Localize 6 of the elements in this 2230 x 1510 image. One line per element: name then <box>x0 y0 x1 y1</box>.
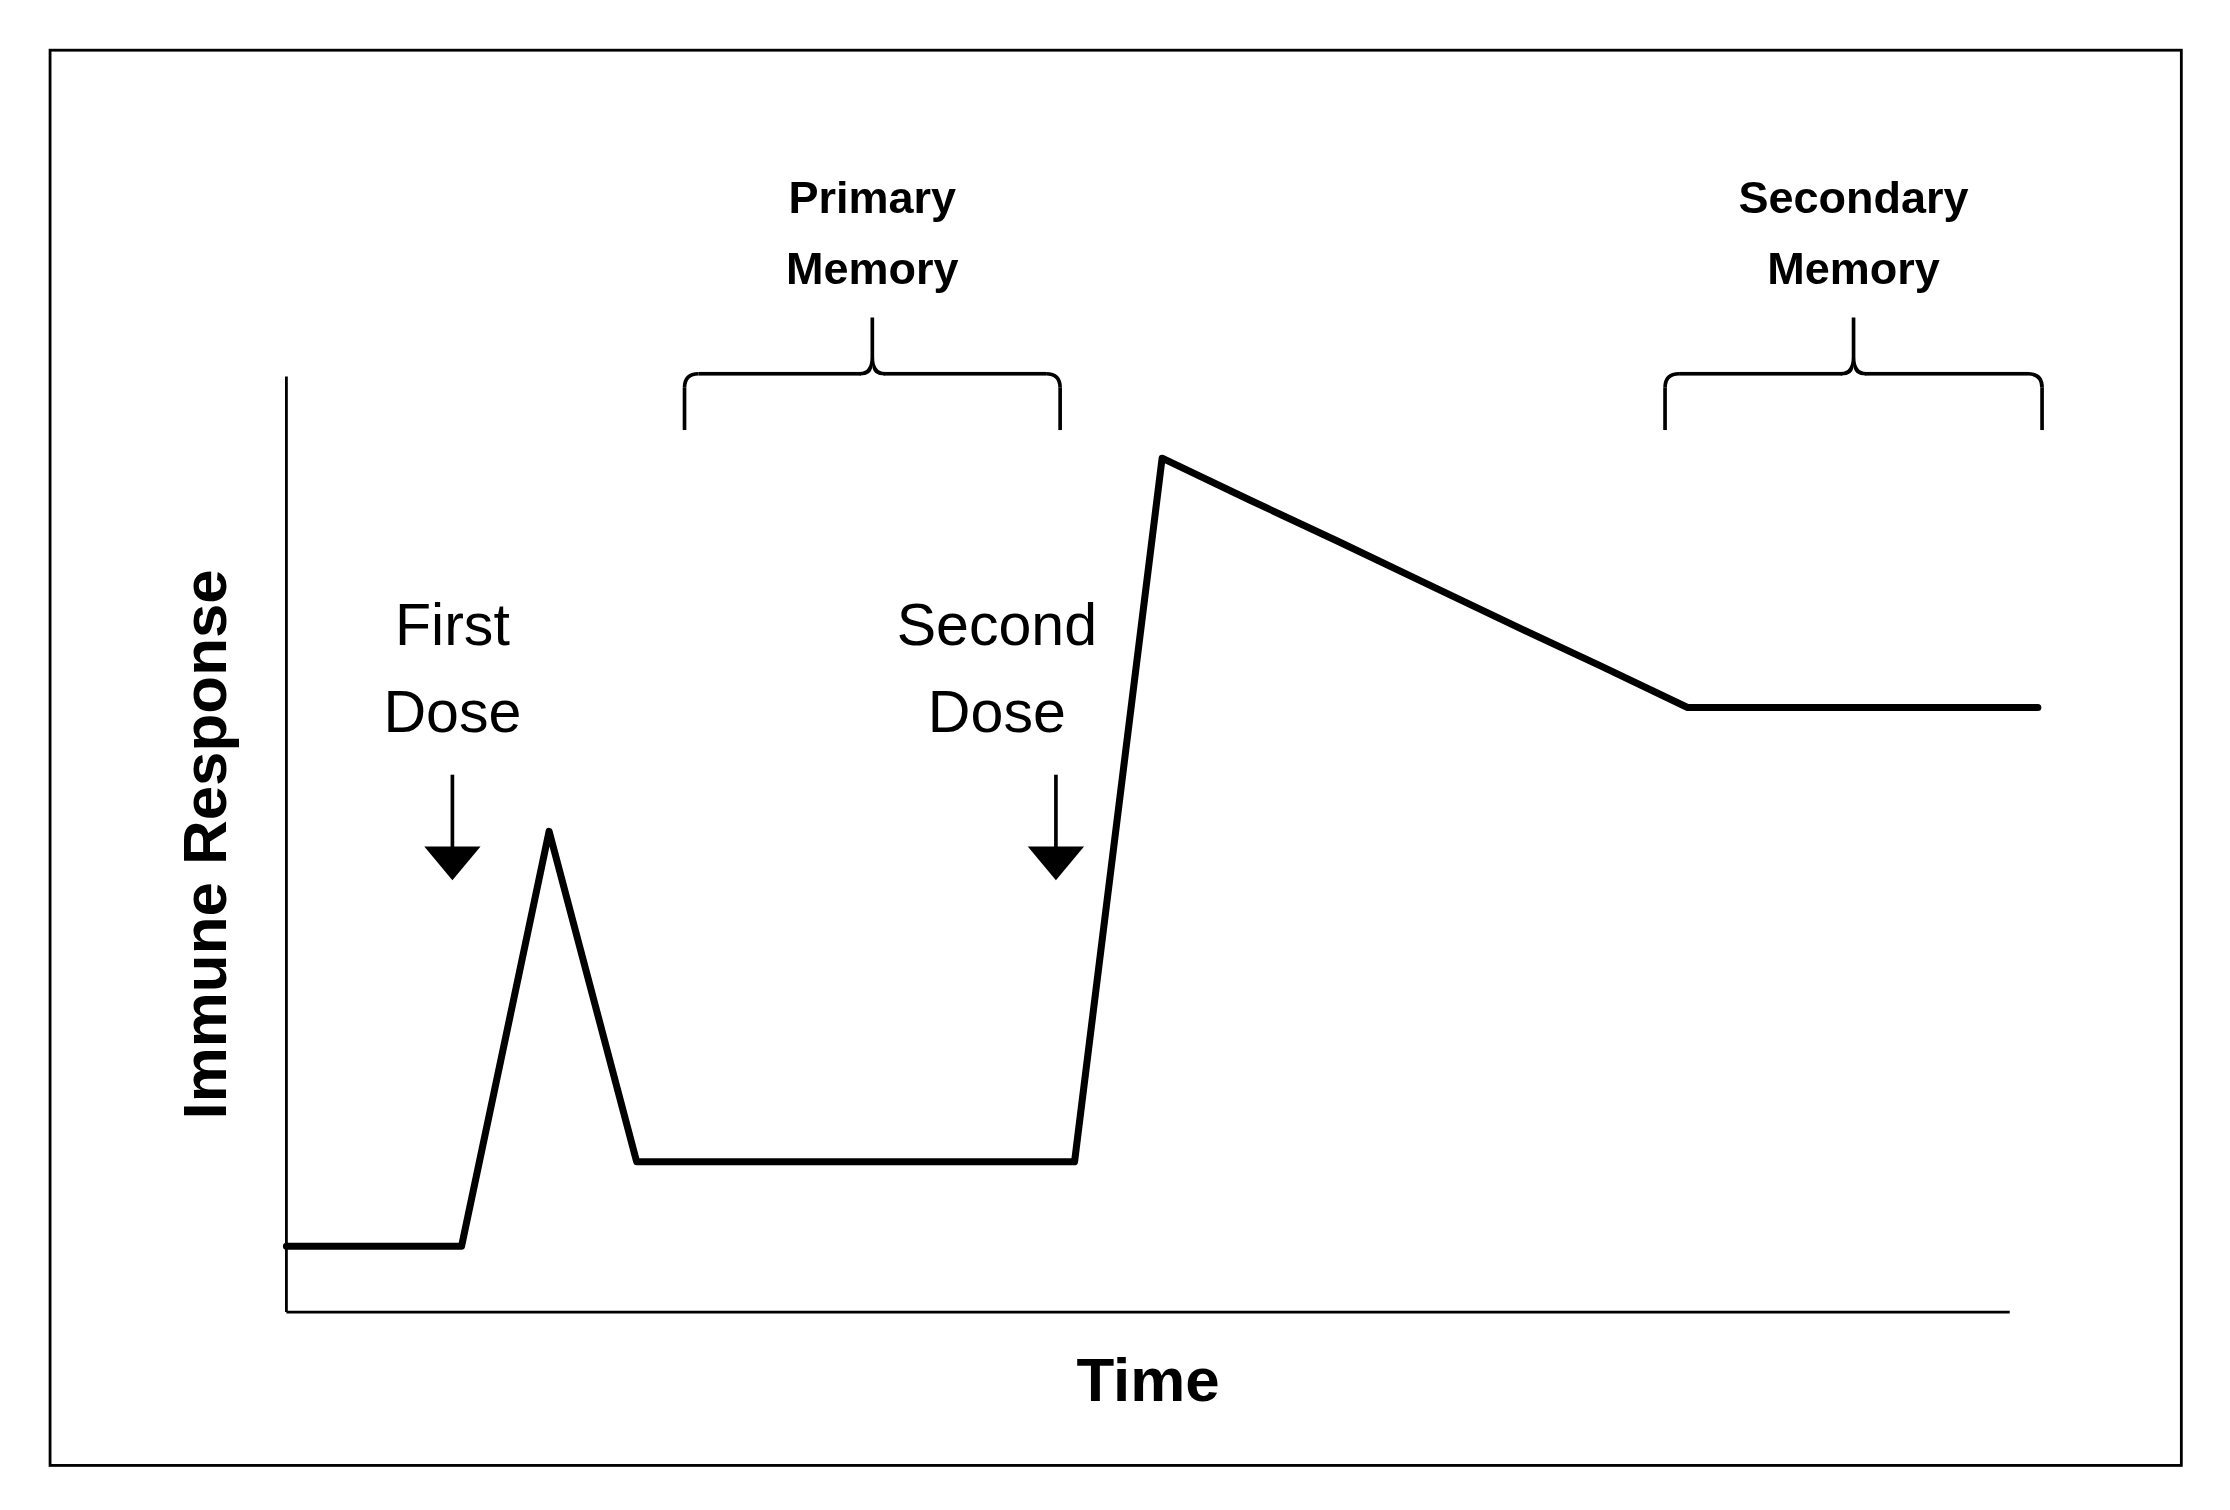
x-axis-title: Time <box>1076 1344 1220 1414</box>
text: Primary Memory <box>786 172 959 294</box>
text: Secondary Memory <box>1738 172 1969 294</box>
y-axis-title: Immune Response <box>169 569 239 1120</box>
annotation: Second Dose <box>896 592 1098 746</box>
annotation: First Dose <box>383 592 522 746</box>
